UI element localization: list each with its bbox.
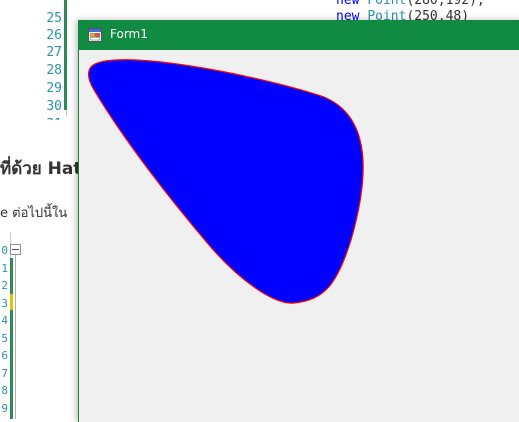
fold-guide — [15, 255, 16, 419]
line-number: 28 — [46, 63, 62, 78]
change-marker — [10, 310, 13, 419]
line-number: 6 — [1, 349, 8, 362]
change-marker — [64, 0, 67, 110]
background-code-editor-lower: 0 1 2 3 4 5 6 7 8 9 — [0, 232, 80, 419]
line-number: 8 — [1, 384, 8, 397]
article-paragraph: e ต่อไปนี้ใน — [0, 206, 68, 221]
line-number: 30 — [46, 99, 62, 114]
drawing-canvas — [88, 59, 364, 304]
window-title: Form1 — [110, 27, 148, 41]
line-number: 0 — [1, 244, 8, 257]
change-marker — [10, 258, 13, 294]
line-number: 1 — [1, 262, 8, 275]
line-number: 4 — [1, 314, 8, 327]
change-marker — [10, 294, 13, 310]
form-client-area[interactable] — [79, 50, 519, 422]
line-number: 27 — [46, 45, 62, 60]
window-titlebar[interactable]: Form1 — [79, 20, 519, 50]
code-line: new Point(280,192), — [336, 0, 485, 8]
line-number-gutter: 24 25 26 27 28 29 30 31 — [24, 0, 67, 120]
article-heading: ที่ด้วย Hat — [0, 159, 82, 179]
line-number: 29 — [46, 81, 62, 96]
line-number: 5 — [1, 332, 8, 345]
line-number: 24 — [46, 0, 62, 6]
closed-curve-shape — [88, 59, 364, 304]
form1-window[interactable]: Form1 — [78, 20, 519, 422]
line-number: 3 — [1, 297, 8, 310]
collapse-toggle[interactable] — [10, 244, 21, 255]
line-number: 31 — [46, 116, 62, 120]
line-number: 2 — [1, 279, 8, 292]
line-number: 9 — [1, 402, 8, 415]
line-number: 7 — [1, 367, 8, 380]
line-number: 25 — [46, 11, 62, 26]
winforms-app-icon[interactable] — [88, 27, 102, 42]
line-number: 26 — [46, 28, 62, 43]
